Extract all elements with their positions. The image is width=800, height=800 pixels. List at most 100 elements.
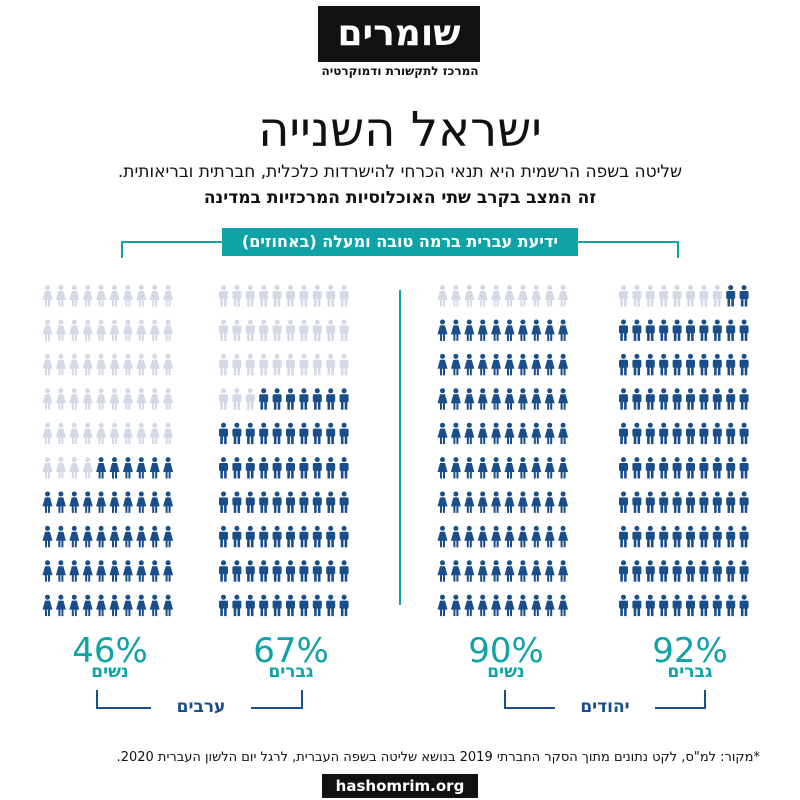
man-icon bbox=[339, 285, 349, 307]
man-icon bbox=[219, 525, 228, 548]
subtitle-line-1: שליטה בשפה הרשמית היא תנאי הכרחי להישרדו… bbox=[117, 162, 683, 182]
man-icon bbox=[619, 319, 628, 341]
chart-label: ידיעת עברית ברמה טובה ומעלה (באחוזים) bbox=[222, 228, 578, 256]
woman-icon bbox=[149, 560, 160, 582]
woman-icon bbox=[55, 319, 66, 341]
man-icon bbox=[632, 285, 642, 307]
man-icon bbox=[699, 594, 709, 617]
man-icon bbox=[712, 319, 722, 341]
man-icon bbox=[712, 491, 722, 513]
man-icon bbox=[326, 353, 336, 376]
woman-icon bbox=[464, 285, 475, 307]
man-icon bbox=[259, 353, 269, 376]
man-icon bbox=[286, 422, 295, 445]
man-icon bbox=[659, 457, 669, 479]
woman-icon bbox=[450, 594, 461, 617]
woman-icon bbox=[491, 594, 502, 617]
woman-icon bbox=[82, 525, 93, 548]
woman-icon bbox=[517, 422, 528, 445]
man-icon bbox=[726, 422, 736, 445]
man-icon bbox=[219, 422, 228, 445]
man-icon bbox=[672, 594, 682, 617]
man-icon bbox=[326, 457, 336, 479]
man-icon bbox=[312, 594, 322, 617]
man-icon bbox=[726, 388, 736, 410]
woman-icon bbox=[450, 560, 461, 582]
woman-icon bbox=[491, 491, 502, 513]
man-icon bbox=[726, 319, 736, 341]
woman-icon bbox=[42, 285, 53, 307]
man-icon bbox=[232, 319, 242, 341]
man-icon bbox=[619, 388, 628, 410]
woman-icon bbox=[517, 491, 528, 513]
woman-icon bbox=[136, 491, 147, 513]
woman-icon bbox=[531, 285, 542, 307]
woman-icon bbox=[136, 594, 147, 617]
woman-icon bbox=[558, 594, 569, 617]
woman-icon bbox=[437, 594, 448, 617]
man-icon bbox=[672, 422, 682, 445]
man-icon bbox=[739, 491, 749, 513]
woman-icon bbox=[82, 457, 93, 479]
woman-icon bbox=[82, 319, 93, 341]
woman-icon bbox=[544, 422, 555, 445]
man-icon bbox=[272, 457, 282, 479]
woman-icon bbox=[477, 422, 488, 445]
man-icon bbox=[232, 491, 242, 513]
woman-icon bbox=[96, 388, 107, 410]
woman-icon bbox=[504, 525, 515, 548]
woman-icon bbox=[82, 560, 93, 582]
man-icon bbox=[326, 491, 336, 513]
man-icon bbox=[219, 285, 228, 307]
man-icon bbox=[659, 525, 669, 548]
subtitle-line-2: זה המצב בקרב שתי האוכלוסיות המרכזיות במד… bbox=[203, 188, 597, 208]
man-icon bbox=[245, 594, 255, 617]
woman-icon bbox=[42, 594, 53, 617]
woman-icon bbox=[149, 388, 160, 410]
woman-icon bbox=[136, 285, 147, 307]
woman-icon bbox=[504, 319, 515, 341]
woman-icon bbox=[122, 353, 133, 376]
man-icon bbox=[232, 422, 242, 445]
man-icon bbox=[712, 457, 722, 479]
woman-icon bbox=[517, 285, 528, 307]
woman-icon bbox=[464, 319, 475, 341]
source-note: *מקור: למ"ס, לקט נתונים מתוך הסקר החברתי… bbox=[116, 750, 760, 765]
man-icon bbox=[232, 457, 242, 479]
woman-icon bbox=[450, 388, 461, 410]
woman-icon bbox=[464, 560, 475, 582]
woman-icon bbox=[42, 388, 53, 410]
man-icon bbox=[739, 388, 749, 410]
man-icon bbox=[619, 594, 628, 617]
woman-icon bbox=[136, 525, 147, 548]
man-icon bbox=[272, 594, 282, 617]
woman-icon bbox=[82, 491, 93, 513]
pictograph-1 bbox=[437, 285, 569, 617]
woman-icon bbox=[96, 457, 107, 479]
man-icon bbox=[286, 594, 295, 617]
man-icon bbox=[312, 525, 322, 548]
man-icon bbox=[699, 388, 709, 410]
man-icon bbox=[712, 560, 722, 582]
man-icon bbox=[312, 319, 322, 341]
man-icon bbox=[619, 525, 628, 548]
woman-icon bbox=[122, 319, 133, 341]
pct-label-jewish-men: 92% bbox=[652, 631, 728, 671]
man-icon bbox=[659, 319, 669, 341]
woman-icon bbox=[55, 594, 66, 617]
man-icon bbox=[326, 285, 336, 307]
man-icon bbox=[645, 594, 655, 617]
woman-icon bbox=[504, 560, 515, 582]
man-icon bbox=[739, 560, 749, 582]
woman-icon bbox=[491, 285, 502, 307]
woman-icon bbox=[96, 285, 107, 307]
man-icon bbox=[619, 422, 628, 445]
woman-icon bbox=[149, 594, 160, 617]
woman-icon bbox=[69, 422, 80, 445]
woman-icon bbox=[42, 422, 53, 445]
group-label-jews: יהודים bbox=[555, 697, 655, 717]
man-icon bbox=[299, 285, 309, 307]
man-icon bbox=[712, 594, 722, 617]
woman-icon bbox=[163, 388, 174, 410]
